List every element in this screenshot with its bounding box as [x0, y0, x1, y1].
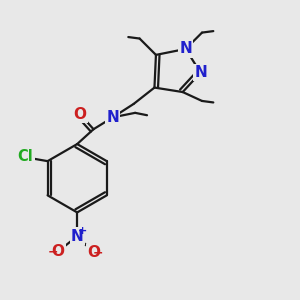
Text: O: O — [51, 244, 64, 259]
Text: O: O — [87, 245, 100, 260]
Text: −: − — [48, 246, 58, 259]
Text: N: N — [194, 65, 207, 80]
Text: N: N — [179, 41, 192, 56]
Text: −: − — [93, 247, 104, 260]
Text: N: N — [106, 110, 119, 125]
Text: N: N — [71, 229, 84, 244]
Text: O: O — [74, 107, 87, 122]
Text: Cl: Cl — [18, 149, 34, 164]
Text: +: + — [78, 226, 87, 236]
